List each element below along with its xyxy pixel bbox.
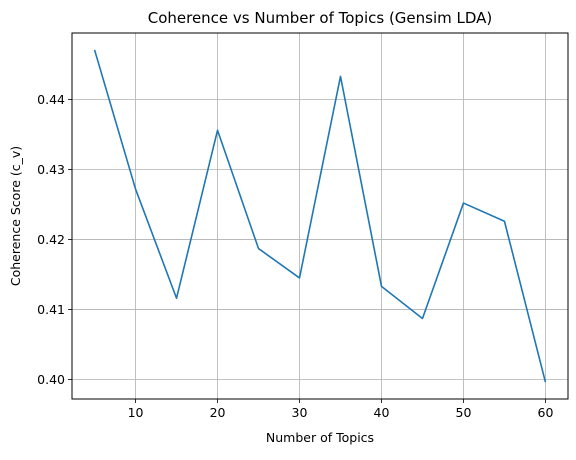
y-tick-label: 0.41 [37, 302, 65, 317]
y-tick-label: 0.43 [37, 162, 65, 177]
x-axis-label: Number of Topics [266, 430, 374, 445]
chart-title: Coherence vs Number of Topics (Gensim LD… [148, 9, 493, 27]
x-tick-label: 30 [292, 405, 308, 420]
x-tick-label: 10 [128, 405, 144, 420]
x-tick-label: 50 [456, 405, 472, 420]
y-tick-label: 0.42 [37, 232, 65, 247]
x-tick-label: 40 [374, 405, 390, 420]
x-tick-label: 20 [210, 405, 226, 420]
x-tick-label: 60 [538, 405, 554, 420]
y-axis-label: Coherence Score (c_v) [8, 146, 23, 286]
y-tick-label: 0.44 [37, 92, 65, 107]
y-tick-label: 0.40 [37, 372, 65, 387]
